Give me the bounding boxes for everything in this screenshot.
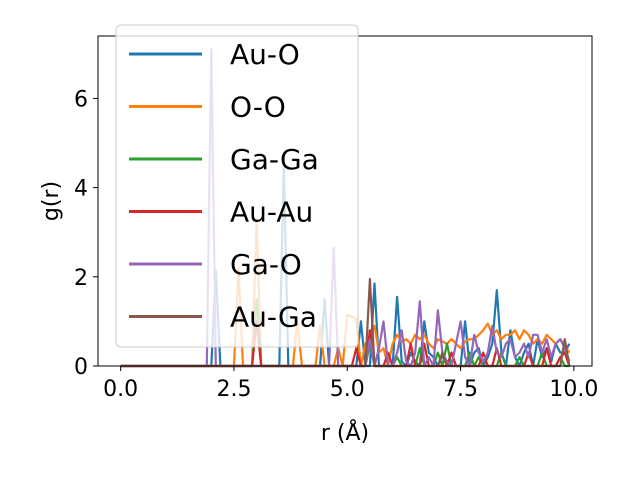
y-axis-title: g(r) [39, 181, 64, 221]
legend-label-ga-o: Ga-O [230, 248, 302, 281]
legend-label-o-o: O-O [230, 91, 286, 124]
x-tick-label: 0.0 [103, 377, 138, 402]
legend-box [115, 24, 359, 348]
x-axis-title: r (Å) [321, 419, 369, 446]
legend-label-au-au: Au-Au [230, 196, 313, 229]
x-tick-label: 7.5 [443, 377, 478, 402]
legend-label-au-o: Au-O [230, 38, 300, 71]
y-tick-label: 0 [74, 355, 88, 380]
y-tick-label: 2 [74, 266, 88, 291]
legend-label-ga-ga: Ga-Ga [230, 143, 319, 176]
y-tick-label: 6 [74, 87, 88, 112]
legend: Au-O O-O Ga-Ga Au-Au Ga-O Au-Ga [115, 24, 359, 348]
x-tick-label: 10.0 [549, 377, 598, 402]
y-tick-label: 4 [74, 177, 88, 202]
legend-label-au-ga: Au-Ga [230, 301, 317, 334]
x-tick-label: 2.5 [216, 377, 251, 402]
x-tick-label: 5.0 [330, 377, 365, 402]
axes: 0.0 2.5 5.0 7.5 10.0 0 2 4 6 [74, 35, 598, 402]
